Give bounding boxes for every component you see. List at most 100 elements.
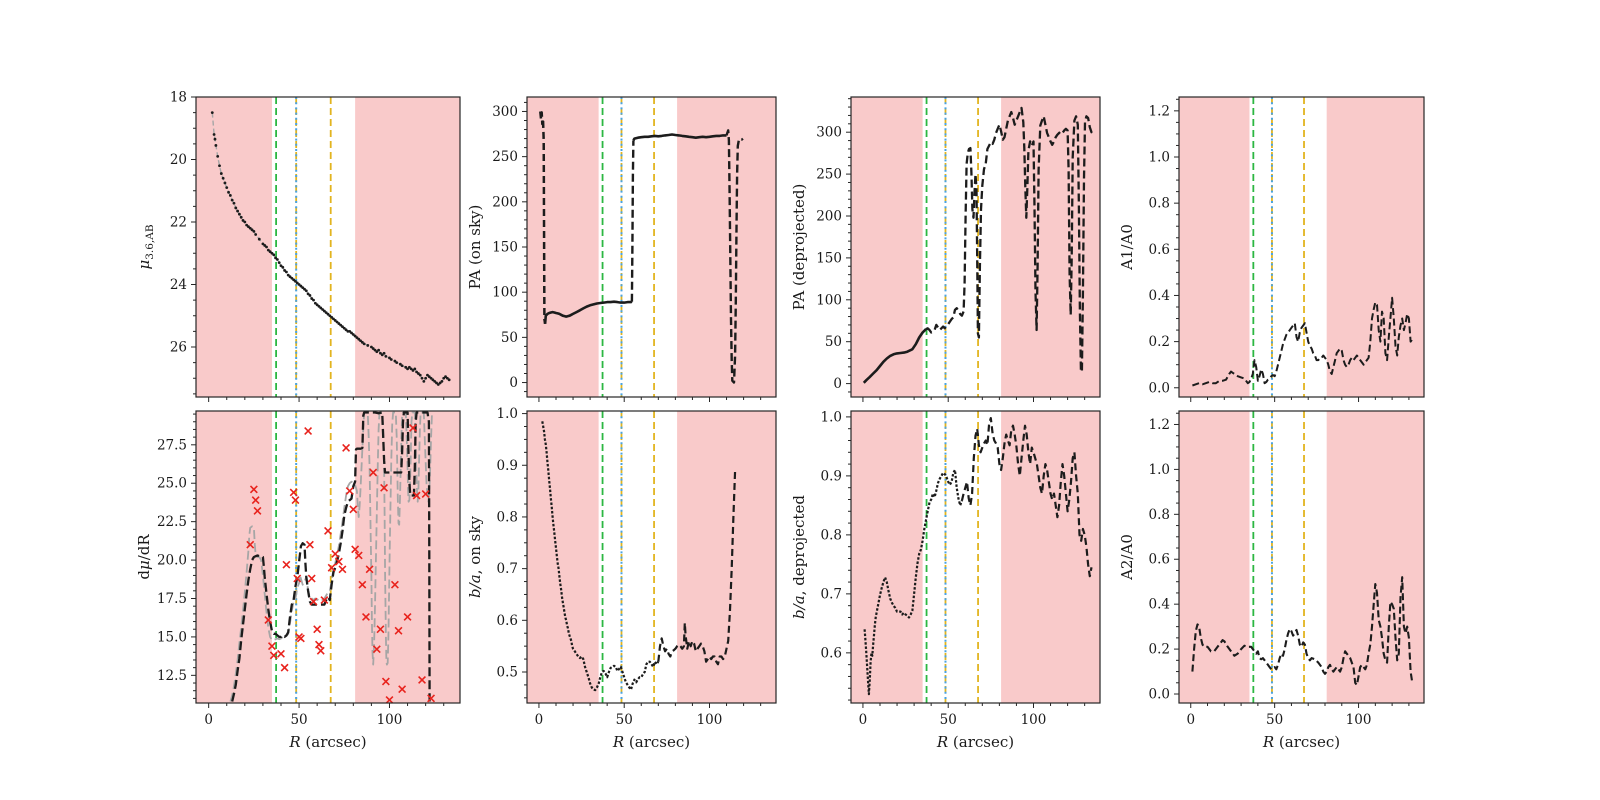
x-axis-label: R (arcsec) — [1262, 733, 1340, 751]
y-tick-label: 0.0 — [1149, 380, 1170, 396]
y-axis-label: b/a, on sky — [466, 516, 484, 598]
y-tick-label: 300 — [816, 125, 842, 141]
ba-sky-inner — [541, 421, 660, 692]
x-tick-label: 100 — [697, 712, 723, 728]
mu-profile-line — [211, 112, 450, 386]
x-axis-label: R (arcsec) — [936, 733, 1014, 751]
pa-sky-edge-wrap — [725, 129, 744, 384]
y-axis-label: b/a, deprojected — [790, 495, 808, 619]
y-tick-label: 15.0 — [157, 629, 187, 645]
axes-frame — [1178, 410, 1425, 704]
a2a0-profile — [1191, 576, 1414, 687]
x-ticks — [208, 703, 445, 708]
dmudr-local-slope-points — [246, 423, 436, 703]
y-tick-label: 22 — [170, 215, 187, 231]
y-tick-label: 250 — [816, 167, 842, 183]
y-tick-label: 27.5 — [157, 437, 187, 453]
y-tick-label: 100 — [492, 285, 518, 301]
y-tick-label: 0 — [833, 376, 842, 392]
y-tick-label: 0.8 — [821, 527, 842, 543]
y-ticks — [846, 416, 851, 701]
y-tick-label: 0.6 — [1149, 242, 1170, 258]
y-ticks — [191, 413, 196, 699]
y-tick-label: 0.6 — [497, 613, 518, 629]
y-tick-label: 300 — [492, 104, 518, 120]
y-tick-label: 0.4 — [1149, 597, 1170, 613]
x-axis-label: R (arcsec) — [612, 733, 690, 751]
y-tick-label: 0.6 — [1149, 552, 1170, 568]
x-tick-label: 100 — [1346, 712, 1372, 728]
x-ticks — [862, 397, 1086, 402]
outer-excluded-region — [1001, 411, 1100, 703]
panel-ba-deprojected: 0 50 100 R (arcsec) 0.6 0.7 0.8 0.9 1.0 b/a, depr… — [790, 409, 1101, 751]
pa-sky-outer-plateau — [632, 133, 727, 142]
axes-frame — [526, 410, 777, 704]
inner-excluded-region — [1179, 97, 1250, 397]
pa-sky-center-spike — [539, 111, 547, 324]
ba-deproj-inner — [863, 468, 963, 696]
y-tick-label: 150 — [816, 250, 842, 266]
outer-excluded-region — [355, 97, 460, 397]
y-tick-label: 17.5 — [157, 591, 187, 607]
y-tick-label: 20 — [170, 152, 187, 168]
y-tick-label: 18 — [170, 90, 187, 106]
y-tick-label: 12.5 — [157, 668, 187, 684]
y-tick-label: 0.8 — [497, 509, 518, 525]
y-tick-label: 0.8 — [1149, 507, 1170, 523]
y-tick-label: 1.2 — [1149, 103, 1170, 119]
inner-excluded-region — [196, 97, 272, 397]
y-tick-label: 200 — [492, 194, 518, 210]
y-tick-label: 0.7 — [821, 586, 842, 602]
ba-deproj-outer — [960, 417, 1093, 578]
panel-pa-deprojected: 0 50 100 150 200 250 300 PA (deprojected) — [790, 96, 1101, 402]
y-tick-label: 250 — [492, 149, 518, 165]
x-tick-label: 100 — [377, 712, 403, 728]
inner-excluded-region — [1179, 411, 1250, 703]
y-tick-label: 0.5 — [497, 664, 518, 680]
x-ticks — [862, 703, 1086, 708]
ba-sky-outer — [657, 470, 737, 666]
x-ticks — [1190, 703, 1410, 708]
x-axis-label: R (arcsec) — [288, 733, 366, 751]
outer-excluded-region — [677, 97, 776, 397]
y-tick-label: 1.0 — [1149, 462, 1170, 478]
y-axis-label: PA (on sky) — [466, 205, 484, 290]
dmudr-smoothed-gray — [229, 411, 433, 702]
y-ticks — [191, 96, 196, 395]
axes-frame — [850, 96, 1101, 398]
inner-excluded-region — [527, 97, 599, 397]
inner-excluded-region — [527, 411, 599, 703]
outer-excluded-region — [355, 411, 460, 703]
y-tick-label: 0.2 — [1149, 334, 1170, 350]
outer-excluded-region — [1326, 97, 1424, 397]
axes-frame — [195, 96, 461, 398]
y-axis-label: A1/A0 — [1118, 224, 1136, 271]
y-tick-label: 0 — [509, 375, 518, 391]
y-axis-label: A2/A0 — [1118, 534, 1136, 581]
axes-frame — [195, 410, 461, 704]
outer-excluded-region — [677, 411, 776, 703]
inner-excluded-region — [851, 97, 923, 397]
x-tick-label: 50 — [1266, 712, 1283, 728]
y-tick-label: 0.9 — [821, 468, 842, 484]
inner-excluded-region — [196, 411, 272, 703]
y-tick-label: 1.0 — [821, 409, 842, 425]
y-tick-label: 0.8 — [1149, 196, 1170, 212]
y-tick-label: 0.9 — [497, 458, 518, 474]
x-tick-label: 0 — [1186, 712, 1195, 728]
x-tick-label: 0 — [859, 712, 868, 728]
y-ticks — [1174, 412, 1179, 695]
y-ticks — [522, 413, 527, 699]
x-tick-label: 50 — [616, 712, 633, 728]
a1a0-profile — [1192, 296, 1414, 387]
outer-excluded-region — [1326, 411, 1424, 703]
x-ticks — [208, 397, 445, 402]
y-axis-label: dμ/dR — [135, 534, 153, 580]
y-ticks — [846, 98, 851, 393]
y-tick-label: 150 — [492, 240, 518, 256]
axes-frame — [526, 96, 777, 398]
y-tick-label: 100 — [816, 292, 842, 308]
x-ticks — [538, 397, 762, 402]
x-ticks — [538, 703, 762, 708]
